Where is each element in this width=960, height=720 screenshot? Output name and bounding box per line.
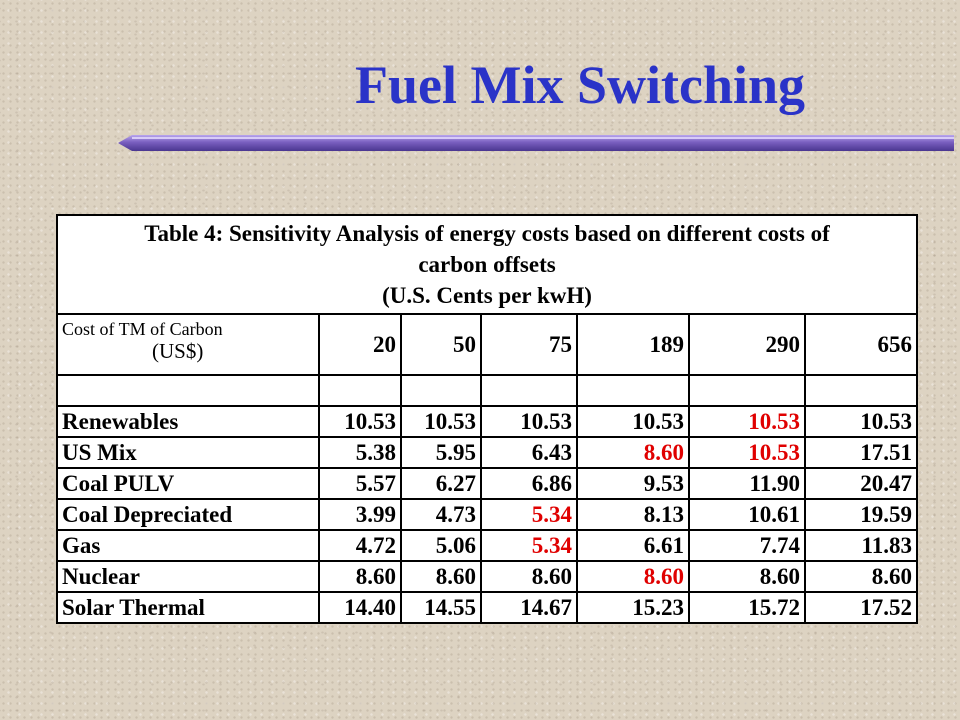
row-label: Coal Depreciated <box>56 498 320 531</box>
table-row: US Mix 5.38 5.95 6.43 8.60 10.53 17.51 <box>56 436 919 469</box>
cost-value-cell: 8.60 <box>576 436 690 469</box>
row-label: Solar Thermal <box>56 591 320 624</box>
table-caption: Table 4: Sensitivity Analysis of energy … <box>55 214 919 315</box>
cost-value-cell: 6.27 <box>400 467 482 500</box>
cost-value-cell: 15.23 <box>576 591 690 624</box>
cost-value-cell: 10.61 <box>688 498 806 531</box>
cost-value-cell: 14.55 <box>400 591 482 624</box>
cost-column-header: 290 <box>688 313 806 376</box>
row-label: Nuclear <box>56 560 320 593</box>
table-row: Solar Thermal 14.40 14.55 14.67 15.23 15.72 17… <box>56 591 919 624</box>
cost-value-cell: 10.53 <box>803 405 919 438</box>
blank-cell <box>400 374 482 407</box>
cost-value-cell: 3.99 <box>318 498 402 531</box>
cost-value-cell: 8.60 <box>480 560 578 593</box>
cost-value-cell: 10.53 <box>480 405 578 438</box>
cost-value-cell: 4.72 <box>318 529 402 562</box>
cost-column-header: 189 <box>576 313 690 376</box>
cost-value-cell: 11.83 <box>803 529 919 562</box>
row-label: Gas <box>56 529 320 562</box>
cost-value-cell: 8.60 <box>576 560 690 593</box>
cost-value-cell: 8.60 <box>803 560 919 593</box>
cost-value-cell: 10.53 <box>318 405 402 438</box>
cost-value-cell: 5.57 <box>318 467 402 500</box>
title-underline-rule <box>118 135 954 151</box>
cost-value-cell: 14.40 <box>318 591 402 624</box>
blank-cell <box>318 374 402 407</box>
caption-line-2: carbon offsets <box>418 252 556 277</box>
cost-column-header: 50 <box>400 313 482 376</box>
cost-column-header: 656 <box>803 313 919 376</box>
cost-value-cell: 5.95 <box>400 436 482 469</box>
cost-value-cell: 10.53 <box>576 405 690 438</box>
blank-cell <box>688 374 806 407</box>
blank-cell <box>56 374 320 407</box>
cost-value-cell: 5.06 <box>400 529 482 562</box>
caption-row: Table 4: Sensitivity Analysis of energy … <box>55 214 919 315</box>
cost-value-cell: 5.38 <box>318 436 402 469</box>
cost-value-cell: 6.86 <box>480 467 578 500</box>
cost-value-cell: 19.59 <box>803 498 919 531</box>
cost-value-cell: 4.73 <box>400 498 482 531</box>
cost-value-cell: 20.47 <box>803 467 919 500</box>
cost-column-header: 20 <box>318 313 402 376</box>
blank-spacer-row <box>56 374 919 407</box>
cost-value-cell: 10.53 <box>400 405 482 438</box>
cost-value-cell: 8.60 <box>688 560 806 593</box>
cost-value-cell: 14.67 <box>480 591 578 624</box>
row-label: Renewables <box>56 405 320 438</box>
cost-value-cell: 15.72 <box>688 591 806 624</box>
row-label: US Mix <box>56 436 320 469</box>
cost-value-cell: 8.13 <box>576 498 690 531</box>
cost-value-cell: 8.60 <box>400 560 482 593</box>
slide-title: Fuel Mix Switching <box>355 55 806 115</box>
cost-column-header: 75 <box>480 313 578 376</box>
cost-value-cell: 10.53 <box>688 436 806 469</box>
row-label: Coal PULV <box>56 467 320 500</box>
cost-value-cell: 17.51 <box>803 436 919 469</box>
cost-value-cell: 11.90 <box>688 467 806 500</box>
caption-line-3: (U.S. Cents per kwH) <box>382 283 592 308</box>
cost-value-cell: 7.74 <box>688 529 806 562</box>
table-row: Renewables 10.53 10.53 10.53 10.53 10.53 10.53 <box>56 405 919 438</box>
cost-label-line-2: (US$) <box>152 339 204 363</box>
table-row: Coal PULV 5.57 6.27 6.86 9.53 11.90 20.47 <box>56 467 919 500</box>
cost-value-cell: 10.53 <box>688 405 806 438</box>
table-row: Gas 4.72 5.06 5.34 6.61 7.74 11.83 <box>56 529 919 562</box>
cost-value-cell: 5.34 <box>480 529 578 562</box>
cost-value-cell: 9.53 <box>576 467 690 500</box>
cost-value-cell: 6.43 <box>480 436 578 469</box>
cost-value-cell: 17.52 <box>803 591 919 624</box>
cost-value-cell: 6.61 <box>576 529 690 562</box>
blank-cell <box>480 374 578 407</box>
blank-cell <box>576 374 690 407</box>
caption-line-1: Table 4: Sensitivity Analysis of energy … <box>144 221 830 246</box>
sensitivity-table: Table 4: Sensitivity Analysis of energy … <box>55 214 919 624</box>
cost-label-cell: Cost of TM of Carbon (US$) <box>56 313 320 376</box>
table-row: Coal Depreciated 3.99 4.73 5.34 8.13 10.61 19.… <box>56 498 919 531</box>
cost-value-cell: 5.34 <box>480 498 578 531</box>
blank-cell <box>803 374 919 407</box>
sensitivity-table-container: Table 4: Sensitivity Analysis of energy … <box>55 214 919 624</box>
table-row: Nuclear 8.60 8.60 8.60 8.60 8.60 8.60 <box>56 560 919 593</box>
header-row: Cost of TM of Carbon (US$) 20 50 75 189 … <box>56 313 919 376</box>
cost-label-line-1: Cost of TM of Carbon <box>62 319 223 339</box>
cost-value-cell: 8.60 <box>318 560 402 593</box>
